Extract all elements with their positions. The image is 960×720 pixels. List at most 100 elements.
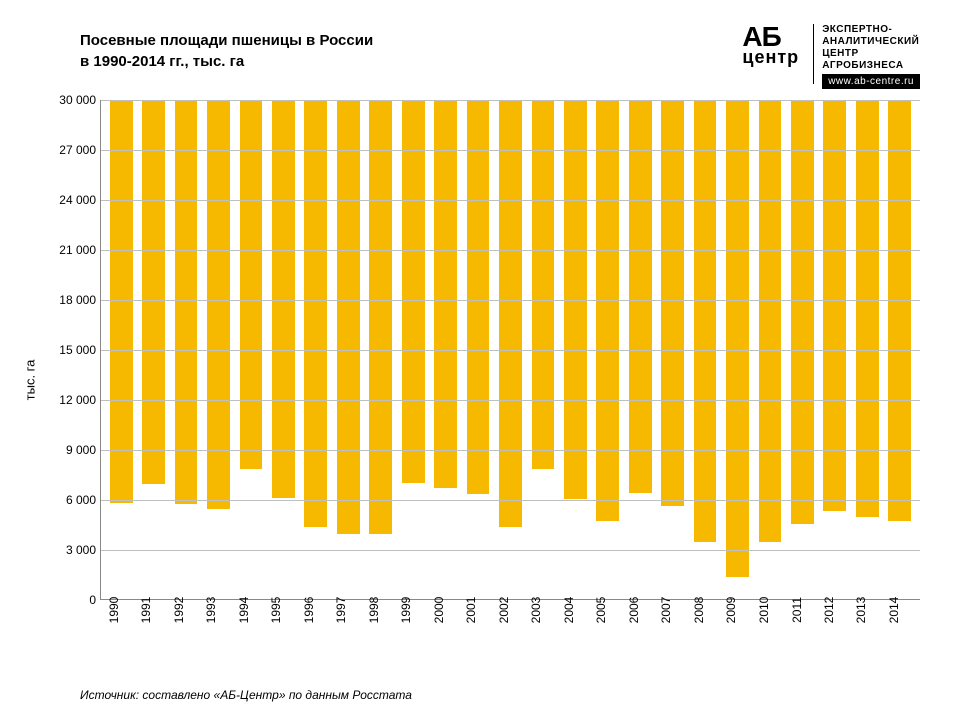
bar (272, 100, 295, 498)
gridline (101, 500, 920, 501)
bar (499, 100, 522, 527)
x-tick-label: 1994 (237, 597, 251, 624)
bar (369, 100, 392, 534)
x-tick-slot: 1997 (331, 604, 363, 660)
logo-right-block: ЭКСПЕРТНО- АНАЛИТИЧЕСКИЙ ЦЕНТР АГРОБИЗНЕ… (822, 20, 920, 89)
x-tick-label: 2012 (822, 597, 836, 624)
gridline (101, 100, 920, 101)
x-tick-slot: 2000 (429, 604, 461, 660)
x-tick-slot: 1994 (234, 604, 266, 660)
bar (629, 100, 652, 493)
bar (402, 100, 425, 483)
chart-title: Посевные площади пшеницы в России в 1990… (80, 20, 373, 72)
gridline (101, 550, 920, 551)
x-tick-slot: 1990 (104, 604, 136, 660)
bar (726, 100, 749, 577)
bar (304, 100, 327, 527)
x-tick-label: 2008 (692, 597, 706, 624)
x-tick-slot: 2002 (494, 604, 526, 660)
x-tick-slot: 1993 (201, 604, 233, 660)
logo-center-text: центр (742, 49, 799, 65)
x-tick-slot: 1998 (364, 604, 396, 660)
bar (175, 100, 198, 504)
bar (532, 100, 555, 469)
x-tick-label: 2007 (659, 597, 673, 624)
x-tick-slot: 2009 (721, 604, 753, 660)
gridline (101, 300, 920, 301)
logo-tagline: ЭКСПЕРТНО- АНАЛИТИЧЕСКИЙ ЦЕНТР АГРОБИЗНЕ… (822, 20, 920, 72)
x-tick-slot: 2010 (754, 604, 786, 660)
x-tick-labels: 1990199119921993199419951996199719981999… (100, 604, 920, 660)
x-tick-slot: 2007 (656, 604, 688, 660)
y-tick-label: 21 000 (50, 243, 96, 257)
x-tick-label: 2003 (529, 597, 543, 624)
bar (110, 100, 133, 503)
x-tick-label: 2010 (757, 597, 771, 624)
x-tick-label: 2009 (724, 597, 738, 624)
x-tick-slot: 2013 (851, 604, 883, 660)
logo-mark: АБ центр (736, 20, 805, 67)
x-tick-label: 1996 (302, 597, 316, 624)
x-tick-label: 1995 (269, 597, 283, 624)
gridline (101, 450, 920, 451)
logo-divider (813, 24, 814, 84)
bar (142, 100, 165, 484)
x-tick-label: 1999 (399, 597, 413, 624)
x-tick-label: 1990 (107, 597, 121, 624)
y-tick-label: 6 000 (50, 493, 96, 507)
gridline (101, 350, 920, 351)
x-tick-label: 2001 (464, 597, 478, 624)
x-tick-slot: 1995 (266, 604, 298, 660)
bar (337, 100, 360, 534)
gridline (101, 200, 920, 201)
bar (694, 100, 717, 542)
x-tick-label: 2002 (497, 597, 511, 624)
x-tick-label: 2014 (887, 597, 901, 624)
x-tick-label: 1998 (367, 597, 381, 624)
x-tick-label: 2006 (627, 597, 641, 624)
x-tick-slot: 1991 (136, 604, 168, 660)
y-tick-label: 30 000 (50, 93, 96, 107)
bar (661, 100, 684, 506)
chart-area: тыс. га 19901991199219931994199519961997… (40, 100, 920, 660)
y-tick-label: 18 000 (50, 293, 96, 307)
bar (856, 100, 879, 517)
x-tick-slot: 1999 (396, 604, 428, 660)
x-tick-label: 1991 (139, 597, 153, 624)
gridline (101, 150, 920, 151)
x-tick-label: 2011 (790, 597, 804, 623)
bar (759, 100, 782, 542)
bar (240, 100, 263, 469)
source-line: Источник: составлено «АБ-Центр» по данны… (80, 688, 412, 702)
x-tick-label: 2004 (562, 597, 576, 624)
header: Посевные площади пшеницы в России в 1990… (0, 0, 960, 89)
gridline (101, 400, 920, 401)
y-tick-label: 3 000 (50, 543, 96, 557)
x-tick-slot: 1996 (299, 604, 331, 660)
y-axis-title: тыс. га (23, 360, 38, 401)
x-tick-slot: 2001 (461, 604, 493, 660)
gridline (101, 250, 920, 251)
bar (791, 100, 814, 524)
bar (596, 100, 619, 521)
x-tick-label: 2005 (594, 597, 608, 624)
y-tick-label: 24 000 (50, 193, 96, 207)
x-tick-slot: 1992 (169, 604, 201, 660)
y-tick-label: 9 000 (50, 443, 96, 457)
bar (434, 100, 457, 488)
y-tick-label: 15 000 (50, 343, 96, 357)
x-tick-slot: 2003 (526, 604, 558, 660)
bar (888, 100, 911, 521)
y-tick-label: 0 (50, 593, 96, 607)
x-tick-slot: 2011 (786, 604, 818, 660)
x-tick-slot: 2004 (559, 604, 591, 660)
x-tick-label: 1997 (334, 597, 348, 624)
x-tick-slot: 2005 (591, 604, 623, 660)
x-tick-label: 2000 (432, 597, 446, 624)
x-tick-label: 2013 (854, 597, 868, 624)
x-tick-slot: 2008 (689, 604, 721, 660)
x-tick-slot: 2006 (624, 604, 656, 660)
logo-url: www.ab-centre.ru (822, 74, 920, 89)
y-tick-label: 27 000 (50, 143, 96, 157)
x-tick-slot: 2012 (819, 604, 851, 660)
